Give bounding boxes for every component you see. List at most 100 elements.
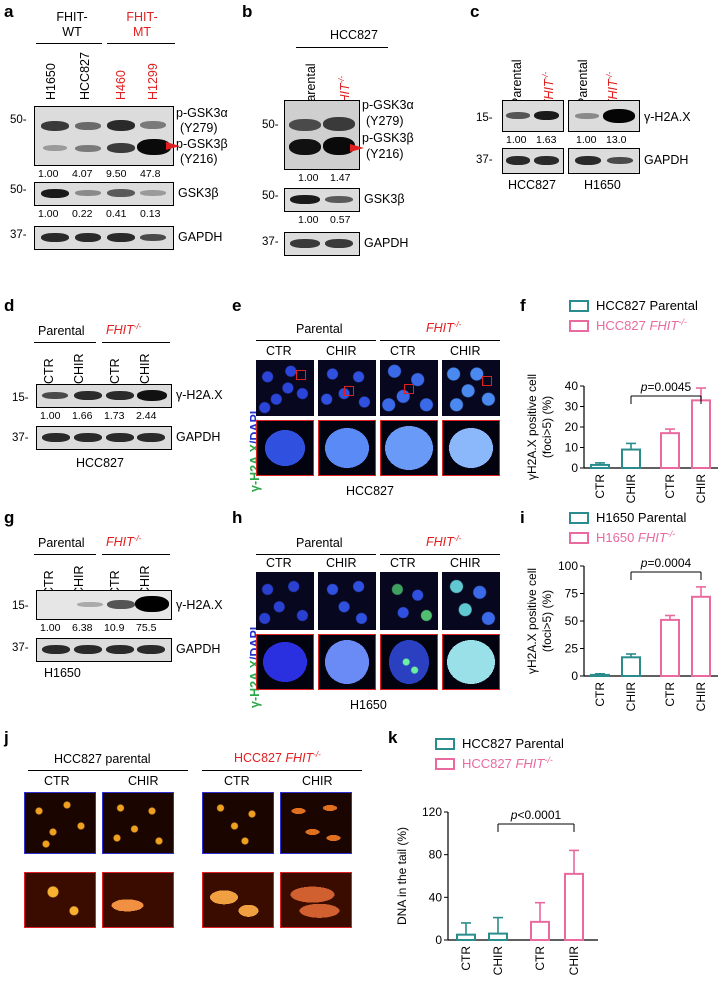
y-tick-label: 20 xyxy=(565,420,579,434)
panel-letter-k: k xyxy=(388,728,398,747)
if-field-image xyxy=(380,572,438,630)
comet-zoom-image xyxy=(102,872,174,928)
p-value-annotation: p=0.0004 xyxy=(640,556,692,570)
cell-line-label: HCC827 xyxy=(346,484,394,498)
group-label-fhit: FHIT-/- xyxy=(106,322,142,338)
lane-label: H460 xyxy=(114,70,128,100)
if-field-image xyxy=(256,360,314,416)
mw-marker: 50- xyxy=(10,114,27,126)
antibody-label: (Y216) xyxy=(180,152,218,166)
y-tick-label: 0 xyxy=(571,669,578,683)
x-tick-label: CTR xyxy=(533,946,547,971)
blot-gapdh xyxy=(34,226,174,250)
quant-value: 1.00 xyxy=(506,134,527,146)
comet-field-image xyxy=(202,792,274,854)
arrow-icon xyxy=(166,142,180,150)
blot-gamma-h2ax xyxy=(36,384,172,408)
blot-gamma-h2ax xyxy=(36,590,172,620)
quant-value: 1.63 xyxy=(536,134,557,146)
panel-letter-f: f xyxy=(520,296,526,315)
quant-value: 0.57 xyxy=(330,214,351,226)
mw-marker: 50- xyxy=(262,190,279,202)
chart-i: H1650 Parental H1650 FHIT-/- 0 25 50 75 100 γH2… xyxy=(525,510,718,711)
lane-label: CHIR xyxy=(326,556,357,570)
if-zoom-image xyxy=(318,420,376,476)
if-field-image xyxy=(380,360,438,416)
antibody-label: (Y216) xyxy=(366,147,404,161)
mw-marker: 15- xyxy=(12,392,29,404)
bar xyxy=(488,932,508,942)
if-field-image xyxy=(318,360,376,416)
y-tick-label: 10 xyxy=(565,441,579,455)
legend-swatch xyxy=(569,512,589,524)
group-label-fhit: FHIT-/- xyxy=(426,534,462,550)
legend-swatch xyxy=(435,738,455,750)
mw-marker: 37- xyxy=(476,154,493,166)
group-label: Parental xyxy=(296,322,343,336)
lane-label: CHIR xyxy=(326,344,357,358)
bar xyxy=(621,448,641,470)
if-zoom-image xyxy=(442,420,500,476)
cell-line-label: HCC827 xyxy=(508,178,556,192)
lane-label: CTR xyxy=(390,344,416,358)
group-label: Parental xyxy=(38,324,85,338)
if-zoom-image xyxy=(256,420,314,476)
x-tick-label: CTR xyxy=(663,682,677,707)
lane-label: CHIR xyxy=(302,774,333,788)
panel-letter-j: j xyxy=(4,728,9,747)
y-axis-label: γH2A.X positive cell xyxy=(525,374,539,480)
bar xyxy=(660,618,680,677)
y-tick-label: 30 xyxy=(565,400,579,414)
antibody-label: GAPDH xyxy=(644,153,689,167)
antibody-label: p-GSK3β xyxy=(176,137,228,151)
x-tick-label: CTR xyxy=(593,682,607,707)
lane-label: CTR xyxy=(224,774,250,788)
chart-k: HCC827 Parental HCC827 FHIT-/- 0 40 80 120 DNA… xyxy=(395,736,598,976)
arrow-icon xyxy=(350,144,364,152)
quant-value: 1.00 xyxy=(40,410,61,422)
group-label-fhit: HCC827 FHIT-/- xyxy=(234,750,321,766)
lane-label: H1650 xyxy=(44,63,58,100)
if-field-image xyxy=(442,572,500,630)
antibody-label: GAPDH xyxy=(176,430,221,444)
panel-letter-b: b xyxy=(242,2,253,21)
y-tick-label: 40 xyxy=(565,379,579,393)
p-value-annotation: p<0.0001 xyxy=(510,808,562,822)
blot-gamma-h2ax-h1650 xyxy=(568,100,640,132)
lane-label: CTR xyxy=(42,358,56,384)
comet-zoom-image xyxy=(202,872,274,928)
x-tick-label: CHIR xyxy=(624,474,638,504)
group-label: Parental xyxy=(38,536,85,550)
lane-label: CTR xyxy=(44,774,70,788)
blot-gapdh xyxy=(36,426,172,450)
panel-letter-h: h xyxy=(232,508,243,527)
lane-label: CTR xyxy=(108,358,122,384)
quant-value: 13.0 xyxy=(606,134,627,146)
group-label: HCC827 parental xyxy=(54,752,151,766)
cell-line-label: HCC827 xyxy=(330,28,378,42)
x-tick-label: CHIR xyxy=(694,474,708,504)
if-field-image xyxy=(442,360,500,416)
quant-value: 1.00 xyxy=(298,214,319,226)
mw-marker: 37- xyxy=(10,229,27,241)
mw-marker: 37- xyxy=(12,642,29,654)
legend-label: HCC827 Parental xyxy=(596,298,698,313)
panel-letter-i: i xyxy=(520,508,525,527)
legend-swatch xyxy=(569,300,589,312)
antibody-label: p-GSK3α xyxy=(176,106,228,120)
quant-value: 9.50 xyxy=(106,168,127,180)
x-tick-label: CHIR xyxy=(491,946,505,976)
antibody-label: γ-H2A.X xyxy=(176,388,223,402)
blot-p-gsk3 xyxy=(284,100,360,170)
antibody-label: p-GSK3β xyxy=(362,131,414,145)
p-value-annotation: p=0.0045 xyxy=(640,380,692,394)
lane-label: CHIR xyxy=(72,353,86,384)
mw-marker: 37- xyxy=(262,236,279,248)
if-zoom-image xyxy=(380,634,438,690)
panel-letter-d: d xyxy=(4,296,15,315)
quant-value: 1.00 xyxy=(298,172,319,184)
if-zoom-image xyxy=(380,420,438,476)
group-label: Parental xyxy=(296,536,343,550)
legend-label: HCC827 Parental xyxy=(462,736,564,751)
comet-zoom-image xyxy=(280,872,352,928)
